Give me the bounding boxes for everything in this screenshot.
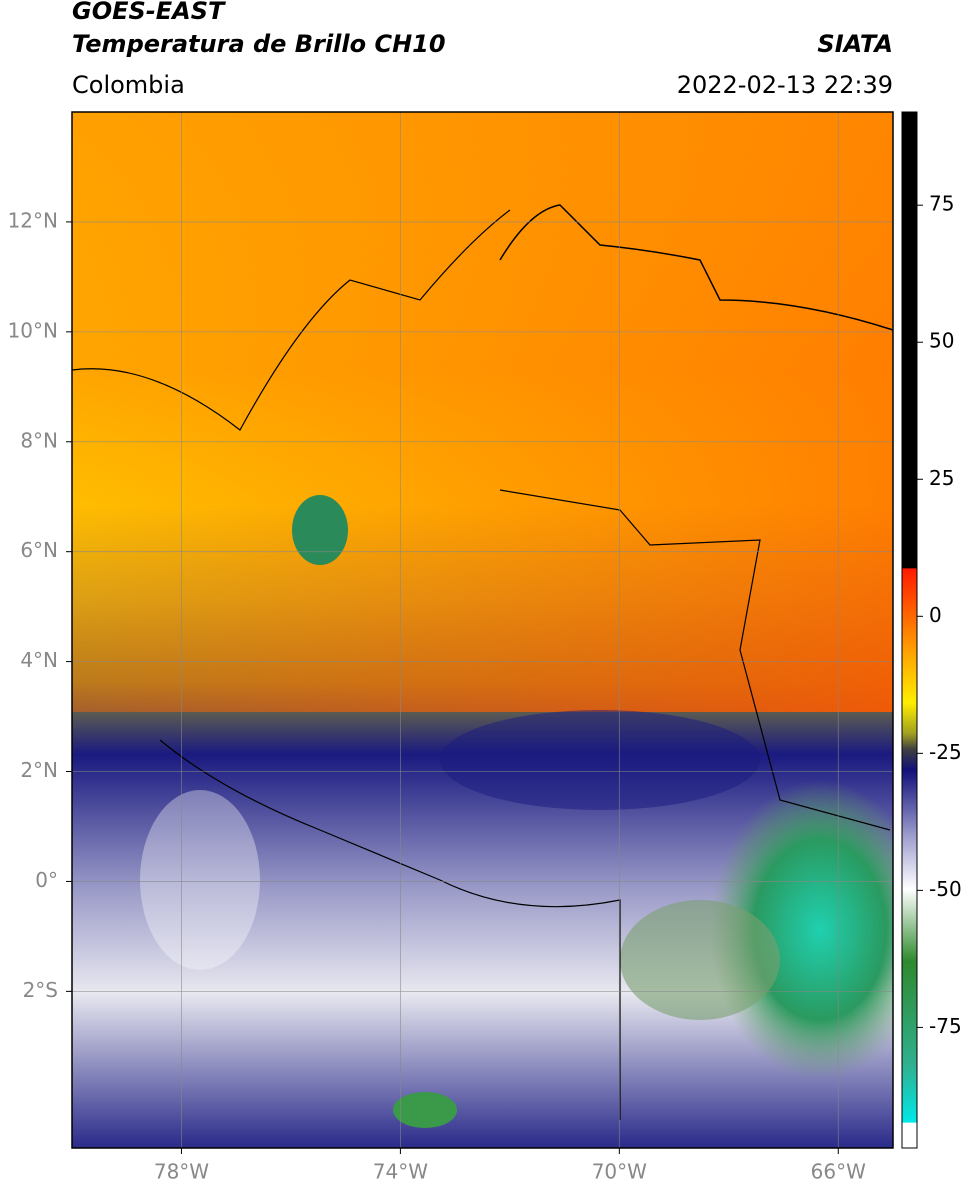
- colorbar-tick-label: -25: [929, 740, 962, 764]
- coastline: [72, 209, 511, 431]
- map-frame: [71, 111, 894, 1149]
- source-label: SIATA: [817, 30, 893, 58]
- cold-cloud: [140, 790, 260, 970]
- lat-tick-label: 10°N: [8, 318, 58, 342]
- lon-tick-label: 74°W: [373, 1160, 428, 1184]
- lon-tick-label: 70°W: [592, 1160, 647, 1184]
- graticule: [72, 112, 893, 1148]
- satellite-title: GOES-EAST: [72, 0, 226, 25]
- coastline: [499, 204, 893, 331]
- cold-cloud: [620, 900, 780, 1020]
- lat-tick-label: 0°: [35, 868, 58, 892]
- lon-tick-label: 66°W: [811, 1160, 866, 1184]
- lat-tick-label: 2°N: [20, 758, 58, 782]
- border: [499, 489, 891, 831]
- colorbar-tick-label: -75: [929, 1014, 962, 1038]
- product-title: Temperatura de Brillo CH10: [72, 30, 446, 58]
- colorbar-tick-label: 25: [929, 466, 954, 490]
- colorbar-tick-label: 50: [929, 329, 954, 353]
- cold-cloud: [710, 780, 893, 1080]
- cold-cloud: [292, 495, 348, 565]
- satellite-image: [72, 112, 893, 1148]
- colorbar-tick-label: 75: [929, 192, 954, 216]
- border: [159, 739, 621, 1120]
- colorbar-tick-label: 0: [929, 603, 942, 627]
- lat-tick-label: 2°S: [23, 978, 58, 1002]
- cloud-band: [440, 710, 760, 810]
- cold-cloud: [393, 1092, 457, 1128]
- lat-tick-label: 12°N: [8, 208, 58, 232]
- colorbar-tick-label: -50: [929, 877, 962, 901]
- lat-tick-label: 4°N: [20, 648, 58, 672]
- lat-tick-label: 6°N: [20, 538, 58, 562]
- colorbar: [901, 111, 918, 1149]
- timestamp-label: 2022-02-13 22:39: [677, 71, 893, 99]
- image-warm: [72, 112, 893, 712]
- lat-tick-label: 8°N: [20, 428, 58, 452]
- lon-tick-label: 78°W: [154, 1160, 209, 1184]
- region-label: Colombia: [72, 71, 185, 99]
